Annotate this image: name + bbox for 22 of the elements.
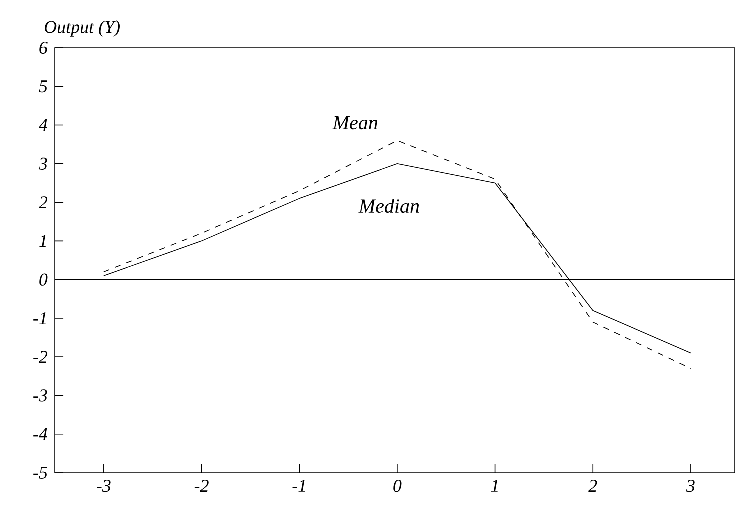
y-tick-label: -2 [34,351,48,364]
x-tick-label: -3 [97,480,111,492]
y-axis-title: Output (Y) [44,20,120,37]
y-tick-label: 4 [38,119,48,132]
y-tick-label: -4 [34,428,48,440]
y-tick-label: 0 [40,274,48,286]
x-tick-label: 2 [588,480,598,492]
y-tick-label: -1 [34,312,46,324]
x-tick-label: 3 [686,480,695,492]
x-tick-label: 1 [491,480,498,492]
x-tick-label: 0 [394,480,402,492]
y-tick-label: 3 [38,158,48,170]
y-tick-label: 1 [40,235,46,248]
x-tick-label: -1 [292,480,306,492]
x-tick-label: -2 [194,480,209,492]
y-tick-label: 2 [38,196,48,208]
y-tick-label: -5 [34,466,48,479]
y-tick-label: -3 [34,390,48,402]
series-label: Mean [332,116,378,130]
y-tick-label: 5 [39,80,48,93]
y-tick-label: 6 [40,42,48,54]
series-label: Median [358,198,420,214]
